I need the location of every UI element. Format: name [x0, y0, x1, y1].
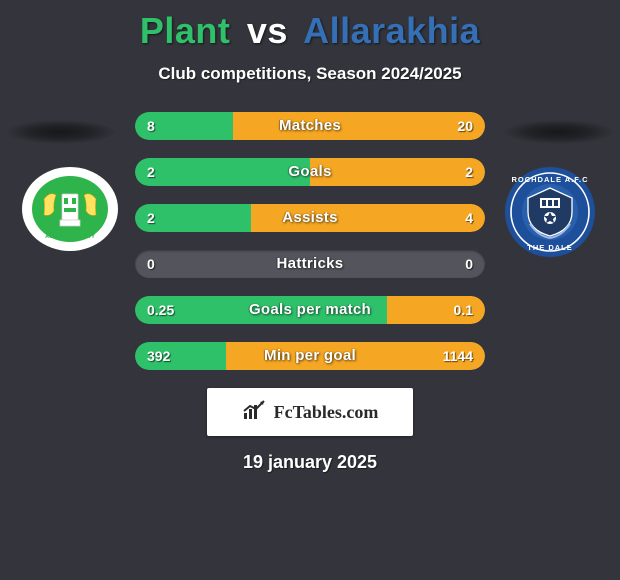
stat-row: 0.250.1Goals per match [135, 296, 485, 324]
crest-right: ROCHDALE A.F.C THE DALE [500, 164, 600, 264]
svg-text:THE DALE: THE DALE [527, 243, 573, 252]
stat-row: 22Goals [135, 158, 485, 186]
comparison-stage: OVIL TOWN F ACHIEVE BY UNITY ROCHDALE A.… [0, 106, 620, 473]
bar-label: Goals [135, 158, 485, 186]
player1-name: Plant [140, 10, 231, 51]
svg-text:OVIL TOWN F: OVIL TOWN F [47, 183, 93, 190]
svg-text:ROCHDALE A.F.C: ROCHDALE A.F.C [511, 175, 588, 184]
comparison-title: Plant vs Allarakhia [0, 0, 620, 52]
crest-left: OVIL TOWN F ACHIEVE BY UNITY [20, 164, 120, 264]
bar-label: Matches [135, 112, 485, 140]
brand-text: FcTables.com [274, 402, 379, 423]
stat-row: 00Hattricks [135, 250, 485, 278]
brand-mark-icon [242, 399, 268, 426]
svg-text:ACHIEVE BY UNITY: ACHIEVE BY UNITY [45, 234, 95, 240]
player2-name: Allarakhia [303, 10, 480, 51]
yeovil-crest-icon: OVIL TOWN F ACHIEVE BY UNITY [20, 164, 120, 264]
bar-label: Hattricks [135, 250, 485, 278]
bar-label: Min per goal [135, 342, 485, 370]
subtitle: Club competitions, Season 2024/2025 [0, 64, 620, 84]
stat-bars: 820Matches 22Goals 24Assists 00Hattricks 0.2… [135, 106, 485, 370]
vs-text: vs [247, 10, 288, 51]
date-text: 19 january 2025 [0, 452, 620, 473]
bar-label: Goals per match [135, 296, 485, 324]
stat-row: 820Matches [135, 112, 485, 140]
shadow-right [504, 120, 614, 144]
rochdale-crest-icon: ROCHDALE A.F.C THE DALE [500, 164, 600, 264]
brand-badge: FcTables.com [207, 388, 413, 436]
shadow-left [6, 120, 116, 144]
stat-row: 3921144Min per goal [135, 342, 485, 370]
bar-label: Assists [135, 204, 485, 232]
stat-row: 24Assists [135, 204, 485, 232]
